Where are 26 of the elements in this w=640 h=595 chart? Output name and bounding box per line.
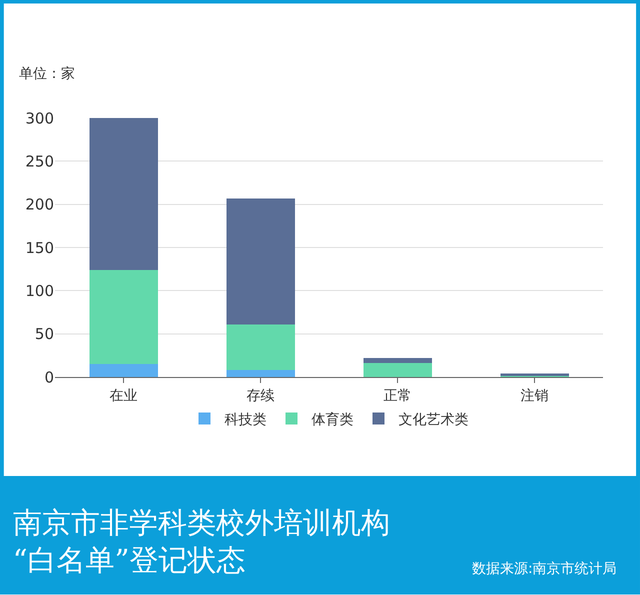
y-axis-title: 单位：家 — [19, 66, 75, 82]
bar — [89, 270, 158, 364]
y-tick-label: 100 — [25, 282, 54, 300]
y-tick-label: 250 — [25, 152, 54, 170]
bar — [363, 358, 432, 364]
x-tick-label: 存续 — [246, 388, 274, 404]
bar — [89, 364, 158, 377]
text: 南京市非学科类校外培训机构 “白名单”登记状态 — [12, 506, 390, 578]
x-tick-label: 在业 — [110, 388, 138, 404]
legend-label: 科技类 — [224, 412, 266, 428]
y-tick-label: 50 — [34, 325, 54, 344]
y-tick-label: 200 — [25, 196, 54, 214]
source-note: 数据来源:南京市统计局 — [472, 561, 617, 577]
x-tick-label: 注销 — [520, 388, 548, 404]
bar — [500, 374, 569, 376]
bar — [226, 198, 295, 324]
bar — [226, 370, 295, 377]
y-tick-label: 0 — [44, 368, 54, 386]
legend-label: 文化艺术类 — [398, 412, 468, 428]
y-tick-label: 150 — [25, 238, 54, 257]
bar — [363, 363, 432, 377]
bar — [89, 118, 158, 270]
legend-label: 体育类 — [312, 410, 354, 428]
y-tick-label: 300 — [25, 109, 54, 128]
bar — [226, 324, 295, 370]
x-tick-label: 正常 — [384, 388, 412, 404]
